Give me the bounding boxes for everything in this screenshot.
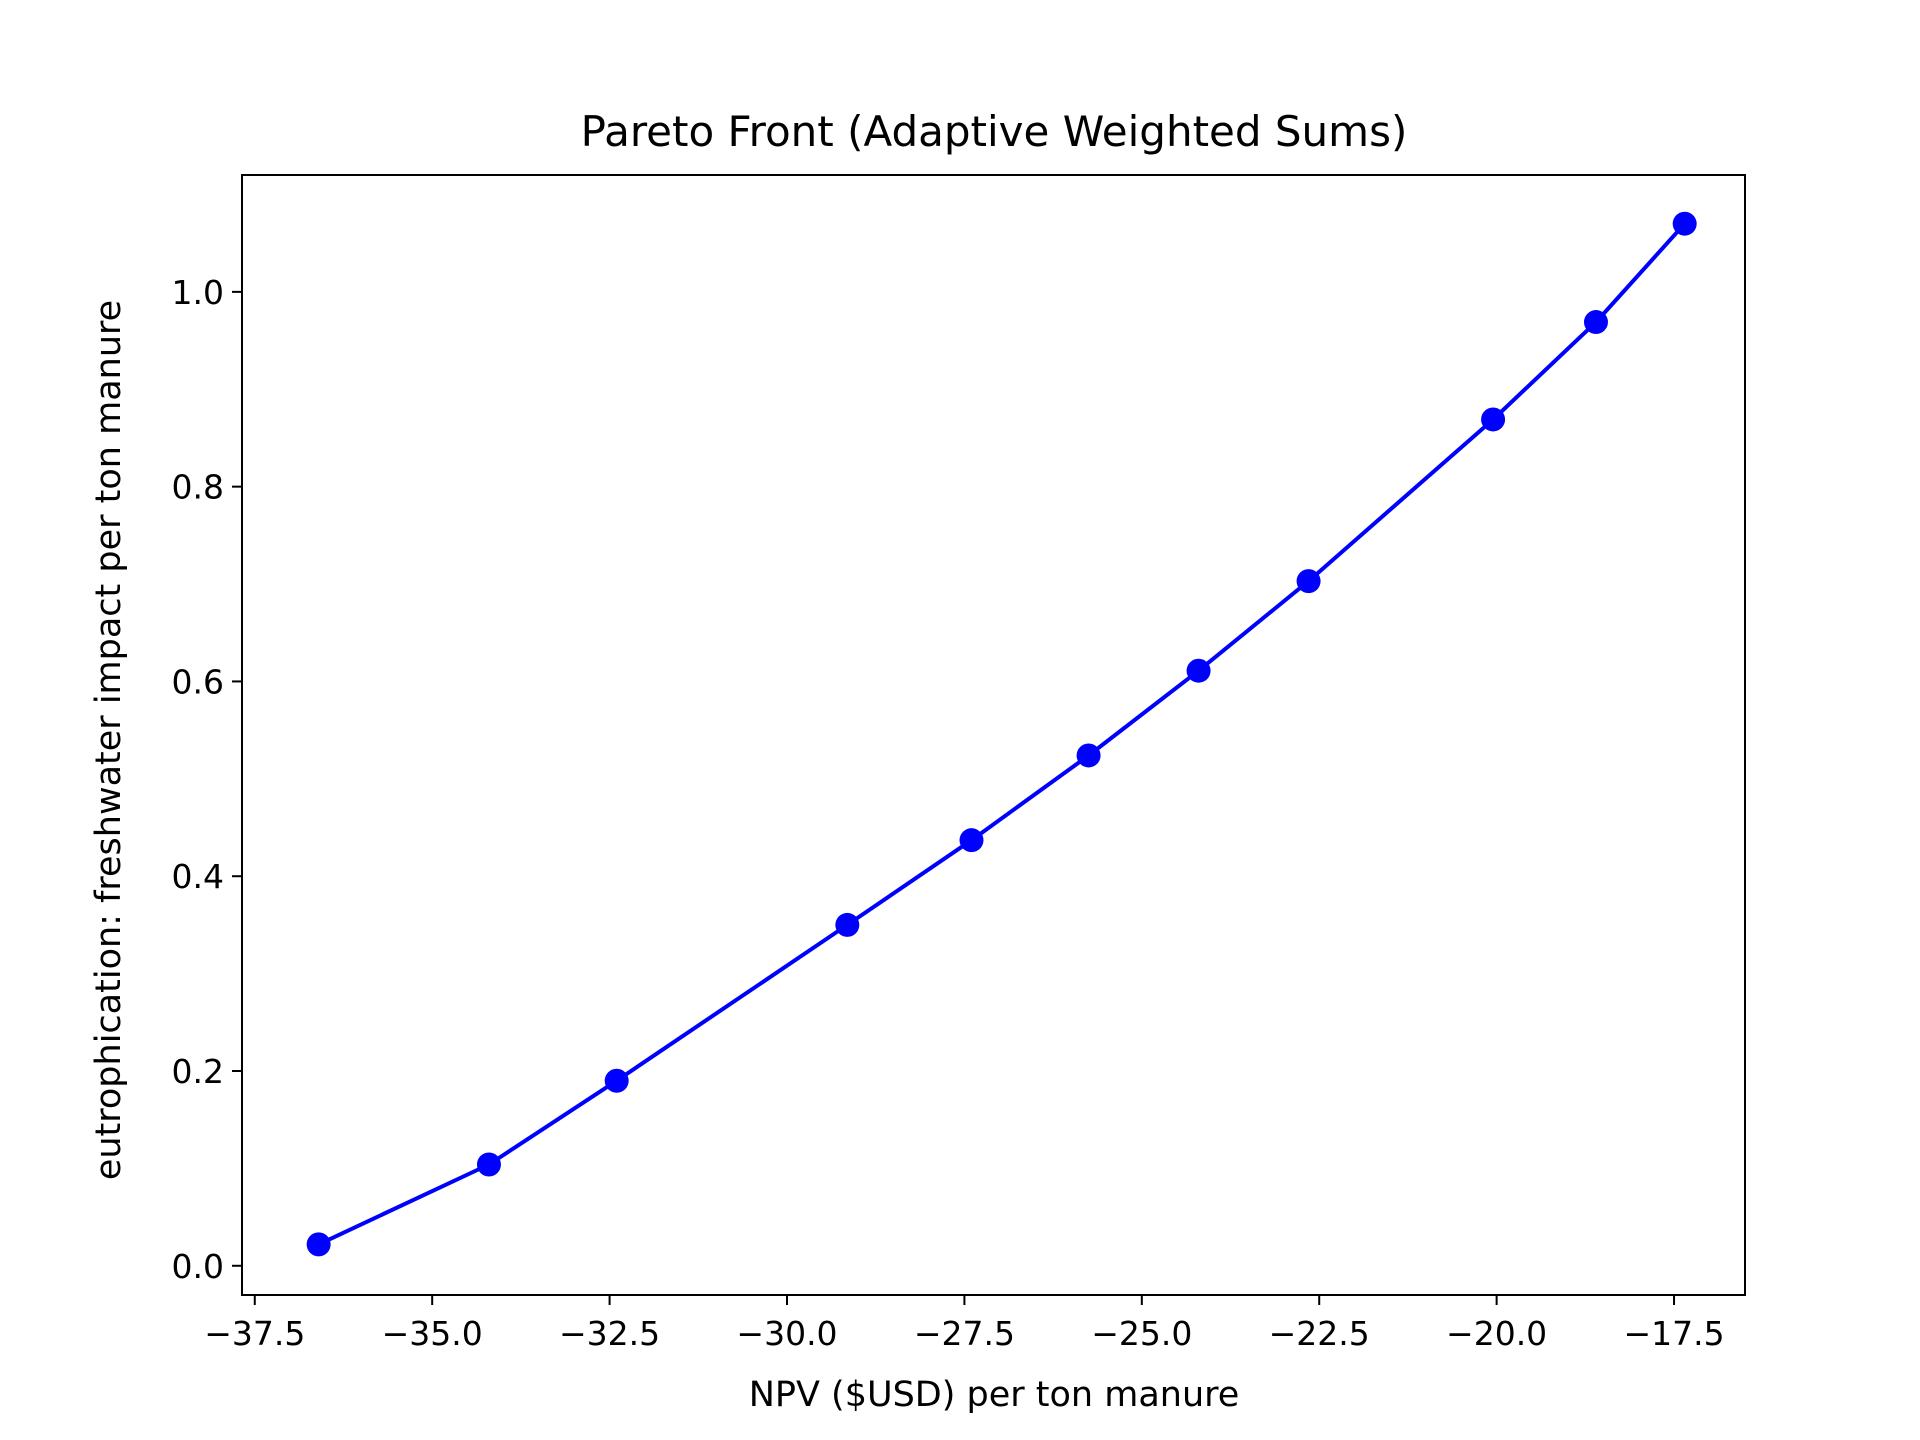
y-tick-label: 1.0 bbox=[172, 273, 224, 312]
data-point bbox=[1296, 569, 1321, 594]
chart-title: Pareto Front (Adaptive Weighted Sums) bbox=[581, 107, 1408, 156]
data-point bbox=[1076, 743, 1101, 768]
x-axis-label: NPV ($USD) per ton manure bbox=[749, 1375, 1240, 1415]
x-tick-label: −30.0 bbox=[736, 1314, 837, 1353]
data-point bbox=[1672, 211, 1697, 236]
plot-frame bbox=[241, 174, 1746, 1296]
x-tick-label: −17.5 bbox=[1623, 1314, 1724, 1353]
data-point bbox=[835, 912, 860, 937]
y-axis-ticks: 0.0 0.2 0.4 0.6 0.8 1.0 bbox=[172, 273, 242, 1286]
y-tick-label: 0.6 bbox=[172, 662, 224, 701]
x-tick-label: −25.0 bbox=[1091, 1314, 1192, 1353]
x-axis-ticks: −37.5 −35.0 −32.5 −30.0 −27.5 −25.0 −22.5 −20.0… bbox=[204, 1295, 1725, 1353]
data-point bbox=[1481, 407, 1506, 432]
x-tick-label: −22.5 bbox=[1269, 1314, 1370, 1353]
y-tick-label: 0.2 bbox=[172, 1052, 224, 1091]
data-point bbox=[476, 1152, 501, 1177]
x-tick-label: −27.5 bbox=[914, 1314, 1015, 1353]
x-tick-label: −35.0 bbox=[382, 1314, 483, 1353]
y-tick-label: 0.8 bbox=[172, 468, 224, 507]
data-point bbox=[959, 828, 984, 853]
data-point bbox=[1583, 310, 1608, 335]
plot-marks bbox=[306, 211, 1697, 1257]
y-axis-label: eutrophication: freshwater impact per to… bbox=[89, 300, 129, 1180]
data-point bbox=[306, 1232, 331, 1257]
x-tick-label: −32.5 bbox=[559, 1314, 660, 1353]
x-tick-label: −37.5 bbox=[204, 1314, 305, 1353]
data-point bbox=[1186, 658, 1211, 683]
y-tick-label: 0.0 bbox=[172, 1247, 224, 1286]
x-tick-label: −20.0 bbox=[1446, 1314, 1547, 1353]
y-tick-label: 0.4 bbox=[172, 857, 224, 896]
data-point bbox=[604, 1068, 629, 1093]
